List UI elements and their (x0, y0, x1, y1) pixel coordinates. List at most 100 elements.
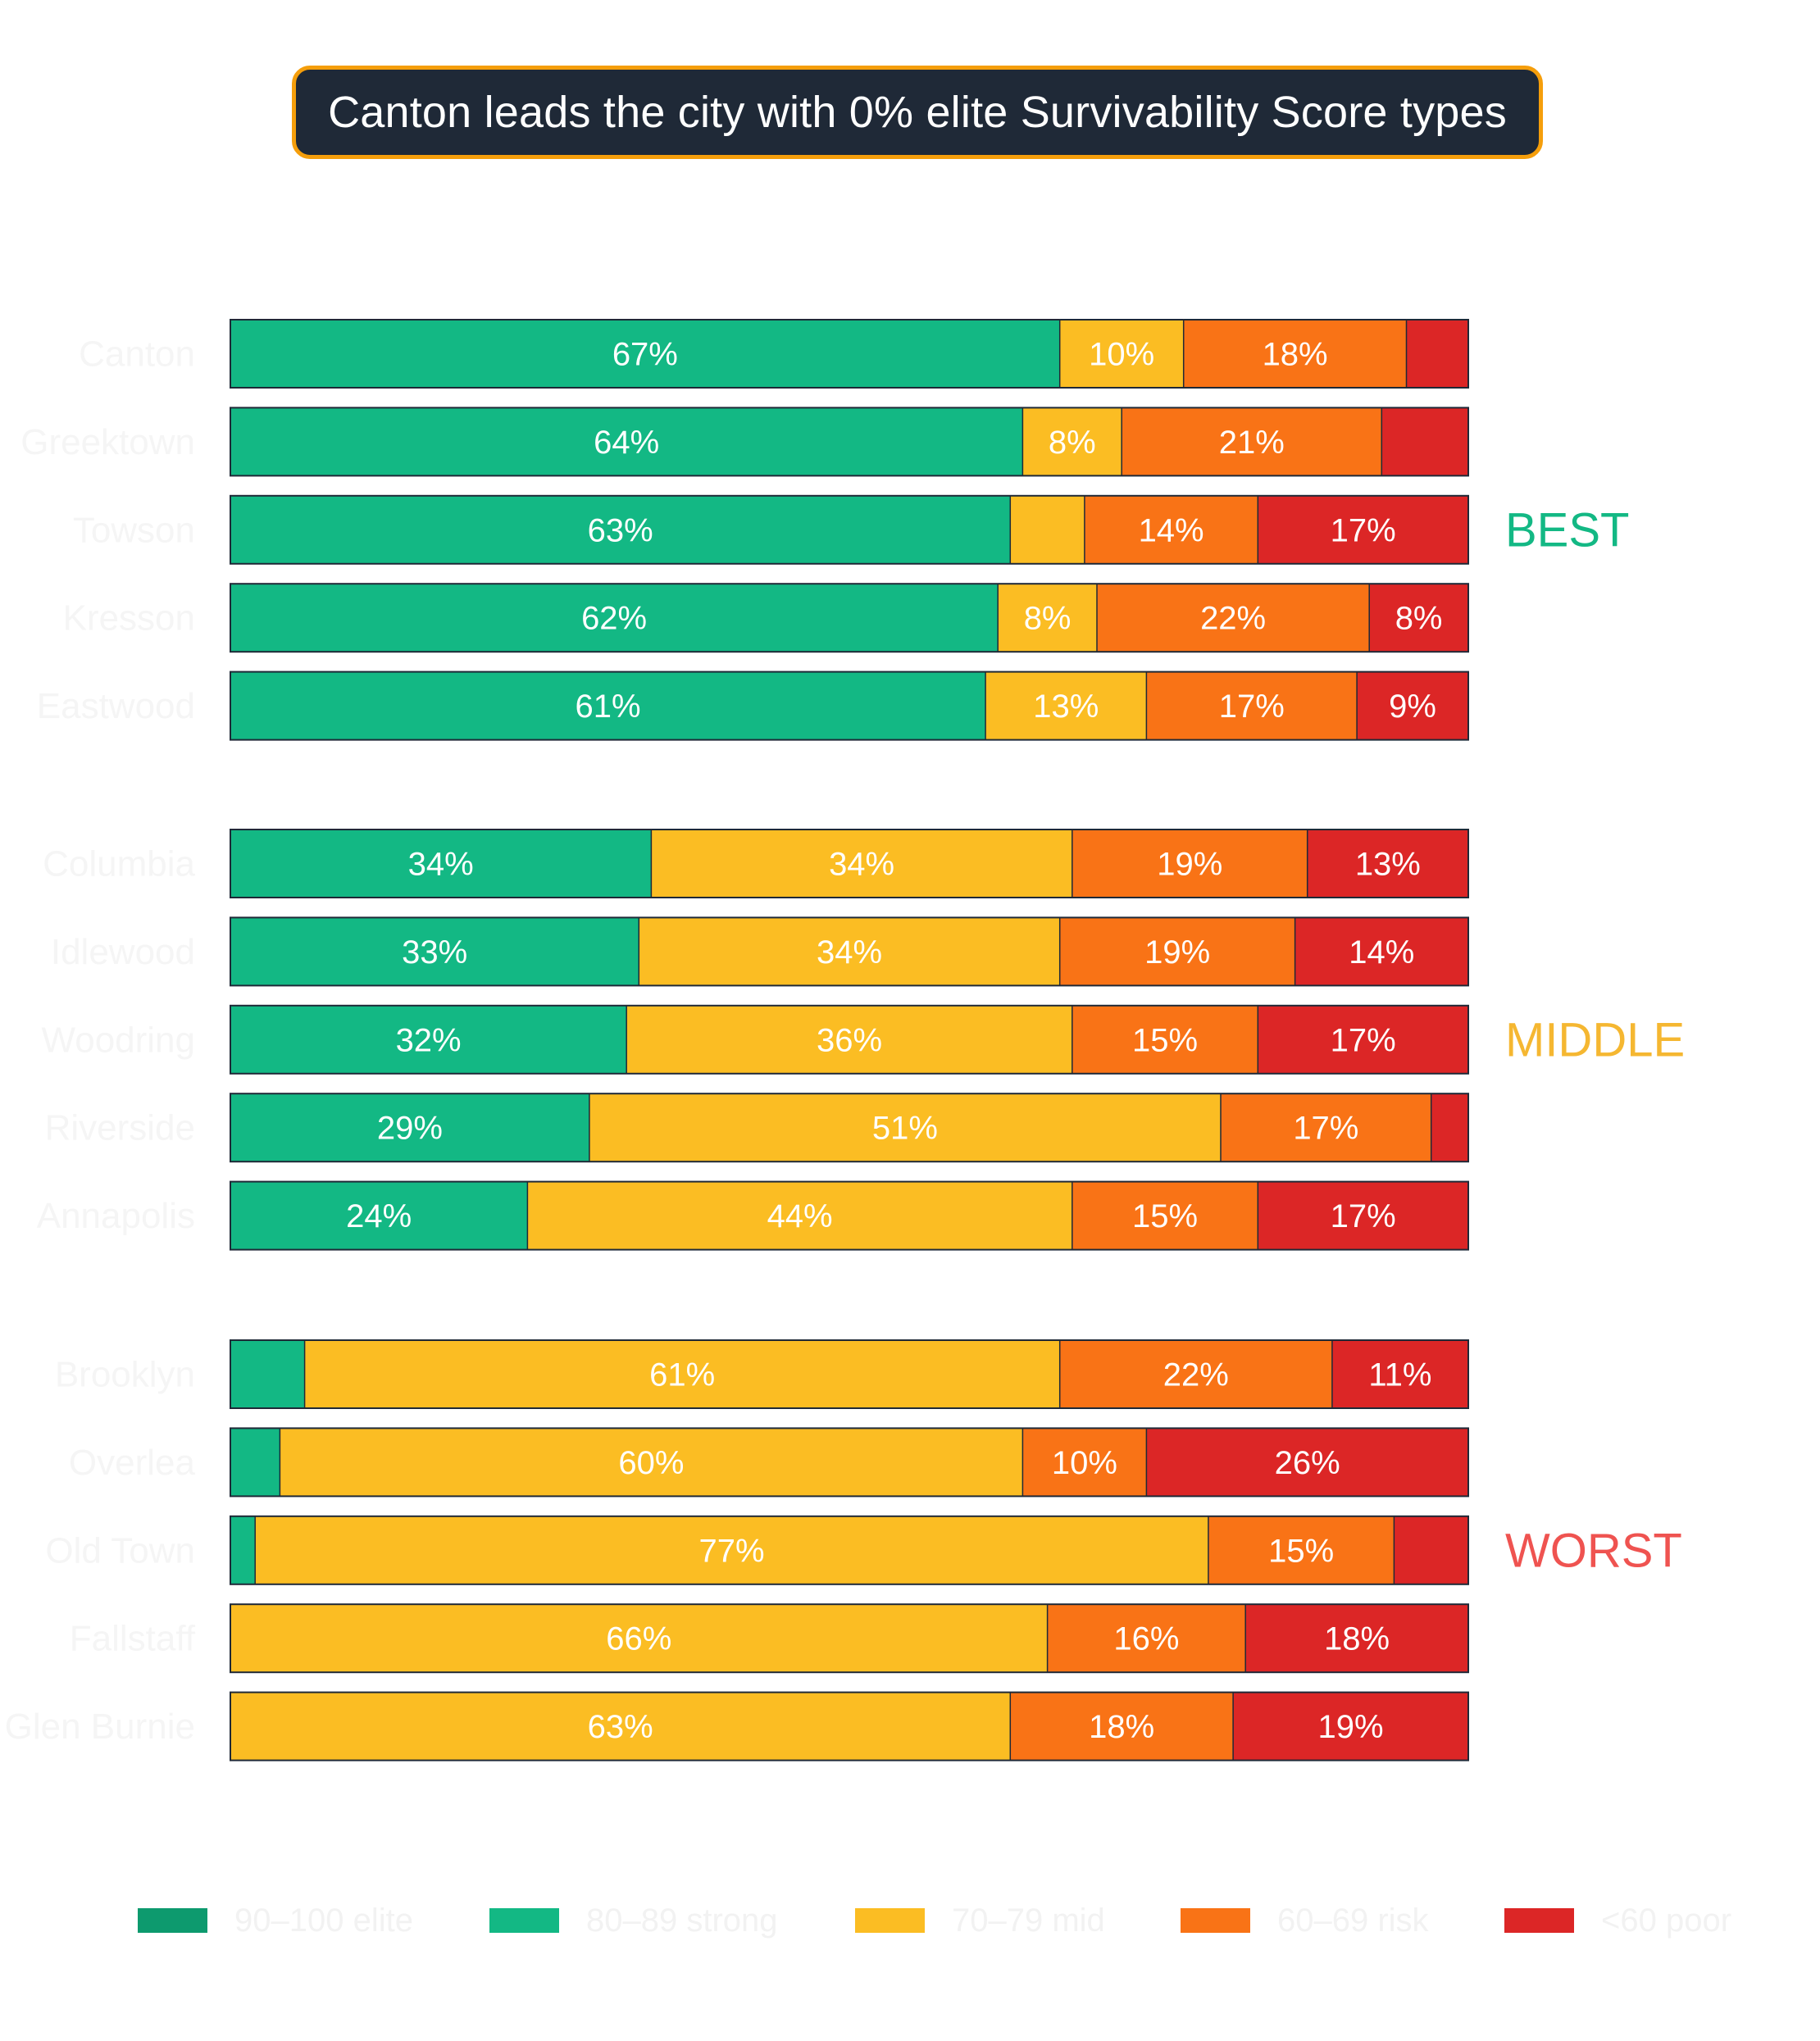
group-label-middle: MIDDLE (1505, 1013, 1685, 1066)
bar-outline (230, 916, 1469, 987)
bar-segment-mid (304, 1340, 1060, 1408)
bar-outline (230, 1339, 1469, 1409)
bar-segment-mid (998, 584, 1097, 652)
data-label: 61% (649, 1357, 715, 1393)
bar-segment-risk (1010, 1692, 1234, 1761)
bar-segment-mid (230, 1692, 1011, 1761)
bar-segment-risk (1059, 1340, 1332, 1408)
bar-row: Brooklyn 61% 22% 11% (55, 1339, 1469, 1409)
bar-row: Fallstaff 66% 16% 18% (70, 1603, 1469, 1674)
legend: 90–100 elite 80–89 strong 70–79 mid 60–69 r… (138, 1902, 1731, 1939)
bar-row: Kresson 62% 8% 22% 8% (63, 583, 1469, 653)
bar-segment-risk (1072, 1181, 1258, 1250)
data-label: 14% (1139, 512, 1204, 548)
data-label: 60% (618, 1445, 684, 1481)
bar-segment-mid (1059, 320, 1184, 388)
data-label: 8% (1395, 601, 1443, 637)
bar-outline (230, 1180, 1469, 1251)
legend-item: 80–89 strong (489, 1902, 778, 1939)
bar-outline (230, 1515, 1469, 1585)
row-label: Woodring (41, 1020, 195, 1060)
bar-segment-poor (1258, 1005, 1468, 1074)
bar-outline (230, 1093, 1469, 1163)
bar-segment-risk (1122, 407, 1382, 476)
data-label: 13% (1033, 689, 1099, 725)
bar-row: Idlewood 33% 34% 19% 14% (51, 916, 1469, 987)
bar-segment-risk (1146, 671, 1358, 740)
bar-segment-strong (230, 1428, 280, 1497)
data-label: 17% (1331, 512, 1396, 548)
bar-outline (230, 583, 1469, 653)
data-label: 36% (817, 1022, 882, 1058)
bar-outline (230, 319, 1469, 389)
data-label: 19% (1144, 934, 1210, 970)
bar-segment-risk (1022, 1428, 1147, 1497)
bar-segment-strong (230, 1181, 528, 1250)
data-label: 17% (1293, 1111, 1358, 1147)
bar-row: Glen Burnie 63% 18% 19% (5, 1691, 1469, 1761)
bar-row: Old Town 77% 15% (45, 1515, 1469, 1585)
data-label: 15% (1268, 1533, 1334, 1569)
row-label: Old Town (45, 1530, 195, 1571)
row-label: Annapolis (37, 1196, 195, 1236)
bar-segment-poor (1258, 495, 1468, 564)
bar-segment-poor (1381, 407, 1468, 476)
data-label: 67% (612, 337, 678, 373)
legend-swatch (855, 1908, 925, 1933)
data-label: 61% (576, 689, 641, 725)
data-label: 22% (1200, 601, 1266, 637)
data-label: 26% (1275, 1445, 1340, 1481)
bar-outline (230, 829, 1469, 898)
legend-swatch (1181, 1908, 1250, 1933)
data-label: 66% (606, 1621, 671, 1657)
bar-segment-strong (230, 917, 639, 986)
data-label: 24% (346, 1198, 412, 1234)
row-label: Towson (73, 510, 195, 550)
bar-segment-strong (230, 1516, 256, 1584)
data-label: 18% (1324, 1621, 1390, 1657)
data-label: 13% (1355, 847, 1421, 883)
row-label: Canton (79, 334, 195, 375)
bar-segment-mid (651, 830, 1072, 898)
data-label: 29% (377, 1111, 443, 1147)
bar-row: Overlea 60% 10% 26% (69, 1427, 1469, 1498)
bar-outline (230, 1603, 1469, 1674)
data-label: 11% (1368, 1357, 1431, 1393)
bar-segment-strong (230, 1093, 589, 1162)
bar-segment-risk (1072, 1005, 1258, 1074)
bar-outline (230, 1691, 1469, 1761)
legend-swatch (489, 1908, 559, 1933)
bar-segment-strong (230, 495, 1011, 564)
data-label: 15% (1132, 1022, 1198, 1058)
data-label: 34% (408, 847, 474, 883)
bar-segment-risk (1208, 1516, 1395, 1584)
bar-segment-mid (639, 917, 1060, 986)
group-label-worst: WORST (1505, 1524, 1682, 1577)
group-labels-layer: BEST MIDDLE WORST (1505, 503, 1685, 1577)
legend-swatch (138, 1908, 207, 1933)
bars-layer: Canton 67% 10% 18% Greektown 64% 8% 21% Towson 63… (5, 319, 1469, 1761)
bar-segment-risk (1097, 584, 1370, 652)
bar-segment-strong (230, 320, 1060, 388)
bar-segment-strong (230, 584, 999, 652)
chart-title: Canton leads the city with 0% elite Surv… (292, 66, 1543, 159)
bar-row: Greektown 64% 8% 21% (20, 407, 1469, 477)
data-label: 64% (594, 425, 659, 461)
data-label: 19% (1157, 847, 1222, 883)
legend-item: 90–100 elite (138, 1902, 413, 1939)
data-label: 10% (1052, 1445, 1117, 1481)
data-label: 16% (1113, 1621, 1179, 1657)
legend-label: 90–100 elite (234, 1902, 413, 1939)
data-label: 8% (1049, 425, 1096, 461)
bar-segment-poor (1146, 1428, 1468, 1497)
legend-item: <60 poor (1504, 1902, 1731, 1939)
bar-segment-mid (255, 1516, 1208, 1584)
row-label: Kresson (63, 598, 195, 639)
bar-outline (230, 670, 1469, 741)
data-label: 15% (1132, 1198, 1198, 1234)
row-label: Idlewood (51, 932, 195, 972)
data-label: 32% (396, 1022, 462, 1058)
bar-segment-poor (1431, 1093, 1468, 1162)
data-label: 17% (1331, 1022, 1396, 1058)
